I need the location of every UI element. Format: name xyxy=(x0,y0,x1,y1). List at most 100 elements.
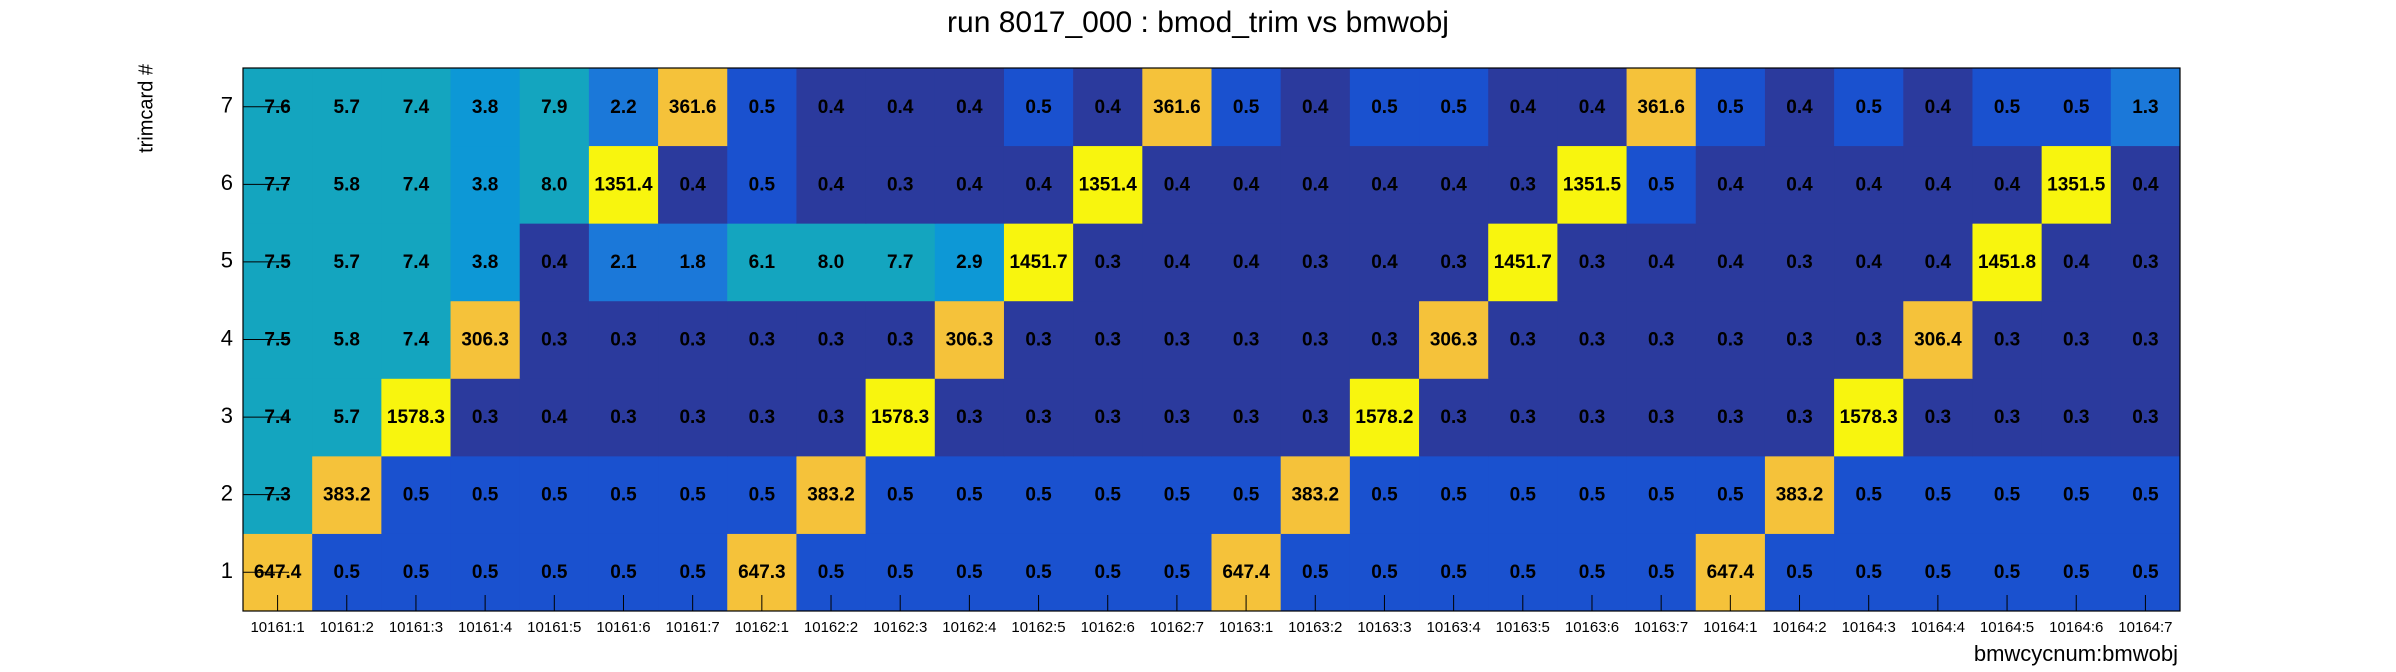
cell-label: 306.3 xyxy=(461,330,509,351)
heatmap-cell xyxy=(1764,455,1835,534)
heatmap-cell xyxy=(1211,145,1282,224)
heatmap-cell xyxy=(381,378,452,457)
heatmap-cell xyxy=(1142,378,1212,457)
cell-label: 0.5 xyxy=(1717,485,1744,506)
cell-label: 0.5 xyxy=(1648,562,1675,583)
cell-label: 0.3 xyxy=(1786,252,1812,273)
heatmap-cell xyxy=(727,145,797,224)
cell-label: 0.4 xyxy=(1025,174,1052,195)
cell-label: 0.5 xyxy=(1095,485,1122,506)
heatmap-cell xyxy=(2110,145,2181,224)
cell-label: 0.4 xyxy=(1579,97,1606,118)
heatmap-cell xyxy=(658,300,728,379)
heatmap-cell xyxy=(588,68,659,147)
cell-label: 0.5 xyxy=(1925,562,1952,583)
heatmap-cell xyxy=(1211,378,1282,457)
heatmap-cell xyxy=(934,300,1005,379)
cell-label: 0.4 xyxy=(1510,97,1537,118)
cell-label: 7.6 xyxy=(264,97,290,118)
heatmap-cell xyxy=(1211,68,1282,147)
y-tick-label: 4 xyxy=(221,325,233,350)
cell-label: 1578.3 xyxy=(871,407,929,428)
heatmap-cell xyxy=(796,300,867,379)
heatmap-cell xyxy=(1003,68,1074,147)
cell-label: 0.3 xyxy=(2063,330,2089,351)
cell-label: 361.6 xyxy=(1153,97,1201,118)
cell-label: 3.8 xyxy=(472,97,498,118)
heatmap-cell xyxy=(1003,223,1074,302)
cell-label: 0.4 xyxy=(541,252,568,273)
heatmap-cell xyxy=(2110,68,2181,147)
x-tick-label: 10163:7 xyxy=(1634,619,1688,636)
cell-label: 0.4 xyxy=(1925,174,1952,195)
heatmap-cell xyxy=(1695,223,1766,302)
cell-label: 2.1 xyxy=(610,252,637,273)
cell-label: 0.5 xyxy=(956,485,983,506)
heatmap-cell xyxy=(1764,223,1835,302)
heatmap-cell xyxy=(588,378,659,457)
cell-label: 0.5 xyxy=(749,97,776,118)
heatmap-cell xyxy=(1626,68,1697,147)
cell-label: 0.3 xyxy=(887,330,913,351)
cell-label: 0.5 xyxy=(679,485,706,506)
heatmap-cell xyxy=(1211,455,1282,534)
y-tick-label: 2 xyxy=(221,480,233,505)
heatmap-cell xyxy=(934,223,1005,302)
cell-label: 0.3 xyxy=(1510,330,1536,351)
cell-label: 0.4 xyxy=(1648,252,1675,273)
heatmap-cell xyxy=(1834,455,1904,534)
cell-label: 0.5 xyxy=(1786,562,1813,583)
heatmap-cell xyxy=(1488,223,1558,302)
cell-label: 2.9 xyxy=(956,252,982,273)
cell-label: 0.3 xyxy=(1786,330,1812,351)
heatmap-cell xyxy=(1626,300,1697,379)
cell-label: 0.3 xyxy=(749,330,775,351)
heatmap-cell xyxy=(1280,223,1351,302)
cell-label: 0.5 xyxy=(679,562,706,583)
cell-label: 0.3 xyxy=(1371,330,1397,351)
cell-label: 0.5 xyxy=(2132,562,2159,583)
cell-label: 0.5 xyxy=(541,485,568,506)
cell-label: 0.5 xyxy=(956,562,983,583)
heatmap-cell xyxy=(865,68,936,147)
cell-label: 0.3 xyxy=(472,407,498,428)
heatmap-cell xyxy=(588,223,659,302)
cell-label: 7.5 xyxy=(264,252,291,273)
cell-label: 306.3 xyxy=(1430,330,1478,351)
heatmap-cell xyxy=(1557,145,1628,224)
cell-label: 5.7 xyxy=(334,97,360,118)
x-tick-label: 10161:3 xyxy=(389,619,443,636)
heatmap-cell xyxy=(1349,300,1420,379)
heatmap-cell xyxy=(1003,145,1074,224)
heatmap-cell xyxy=(796,68,867,147)
cell-label: 1451.7 xyxy=(1494,252,1552,273)
cell-label: 0.3 xyxy=(1302,252,1328,273)
cell-label: 383.2 xyxy=(1776,485,1824,506)
heatmap-cell xyxy=(796,223,867,302)
cell-label: 1351.4 xyxy=(1079,174,1138,195)
heatmap-cell xyxy=(2110,455,2181,534)
cell-label: 0.5 xyxy=(1579,485,1606,506)
cell-label: 0.3 xyxy=(1440,252,1466,273)
cell-label: 0.3 xyxy=(818,330,844,351)
cell-label: 0.5 xyxy=(334,562,361,583)
cell-label: 0.3 xyxy=(887,174,913,195)
cell-label: 0.5 xyxy=(1994,97,2021,118)
heatmap-cell xyxy=(1280,300,1351,379)
cell-label: 0.5 xyxy=(1994,562,2021,583)
heatmap-cell xyxy=(1142,145,1212,224)
cell-label: 383.2 xyxy=(1291,485,1339,506)
heatmap-cell xyxy=(1626,455,1697,534)
cell-label: 7.4 xyxy=(403,330,430,351)
cell-label: 3.8 xyxy=(472,174,498,195)
cell-label: 0.4 xyxy=(1925,252,1952,273)
x-tick-label: 10163:3 xyxy=(1357,619,1411,636)
heatmap-cell xyxy=(1003,455,1074,534)
cell-label: 0.5 xyxy=(1994,485,2021,506)
heatmap-cell xyxy=(1349,145,1420,224)
heatmap-cell xyxy=(1903,300,1973,379)
cell-label: 0.5 xyxy=(1440,562,1467,583)
x-tick-label: 10164:3 xyxy=(1842,619,1896,636)
cell-label: 361.6 xyxy=(1637,97,1685,118)
x-tick-label: 10161:6 xyxy=(596,619,650,636)
